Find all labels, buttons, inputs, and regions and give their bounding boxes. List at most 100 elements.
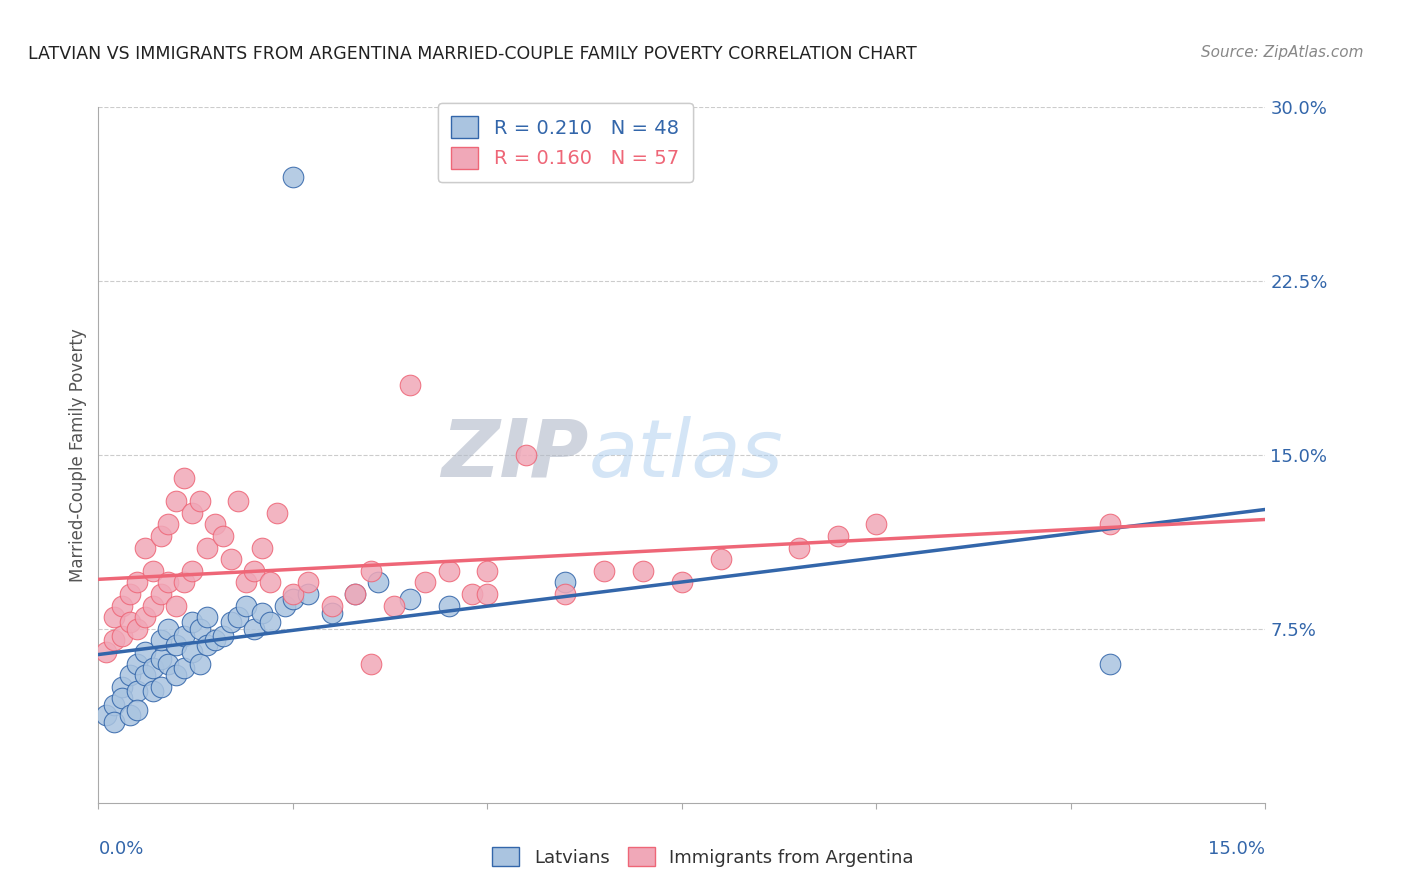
Point [165, 494, 187, 508]
Point [554, 587, 576, 601]
Point [235, 599, 257, 613]
Point [398, 378, 420, 392]
Legend: Latvians, Immigrants from Argentina: Latvians, Immigrants from Argentina [485, 840, 921, 874]
Text: atlas: atlas [589, 416, 783, 494]
Point [188, 494, 211, 508]
Point [180, 564, 202, 578]
Point [281, 591, 304, 606]
Point [103, 633, 125, 648]
Point [149, 587, 172, 601]
Point [204, 633, 226, 648]
Point [142, 661, 165, 675]
Point [118, 668, 141, 682]
Point [127, 703, 149, 717]
Point [188, 657, 211, 671]
Point [165, 668, 187, 682]
Point [344, 587, 367, 601]
Point [477, 564, 499, 578]
Point [165, 638, 187, 652]
Point [195, 610, 218, 624]
Point [266, 506, 288, 520]
Text: 0.0%: 0.0% [98, 840, 143, 858]
Point [103, 698, 125, 713]
Point [173, 629, 195, 643]
Point [1098, 517, 1121, 532]
Point [477, 587, 499, 601]
Point [111, 680, 134, 694]
Point [297, 575, 319, 590]
Point [195, 638, 218, 652]
Point [367, 575, 389, 590]
Point [219, 615, 242, 629]
Point [134, 610, 156, 624]
Point [212, 529, 235, 543]
Point [344, 587, 367, 601]
Point [398, 591, 420, 606]
Point [204, 517, 226, 532]
Point [250, 606, 273, 620]
Legend: R = 0.210   N = 48, R = 0.160   N = 57: R = 0.210 N = 48, R = 0.160 N = 57 [437, 103, 693, 182]
Point [173, 661, 195, 675]
Point [321, 599, 343, 613]
Point [382, 599, 405, 613]
Point [118, 587, 141, 601]
Point [96, 707, 118, 722]
Point [360, 564, 382, 578]
Point [157, 622, 180, 636]
Point [865, 517, 887, 532]
Point [118, 615, 141, 629]
Point [827, 529, 849, 543]
Point [515, 448, 537, 462]
Point [710, 552, 733, 566]
Point [243, 622, 266, 636]
Text: LATVIAN VS IMMIGRANTS FROM ARGENTINA MARRIED-COUPLE FAMILY POVERTY CORRELATION C: LATVIAN VS IMMIGRANTS FROM ARGENTINA MAR… [28, 45, 917, 62]
Point [127, 575, 149, 590]
Point [134, 668, 156, 682]
Point [149, 633, 172, 648]
Point [188, 622, 211, 636]
Point [180, 645, 202, 659]
Point [461, 587, 484, 601]
Point [149, 529, 172, 543]
Point [103, 610, 125, 624]
Point [111, 599, 134, 613]
Point [259, 615, 281, 629]
Point [173, 471, 195, 485]
Point [281, 587, 304, 601]
Point [96, 645, 118, 659]
Point [149, 680, 172, 694]
Point [250, 541, 273, 555]
Point [142, 564, 165, 578]
Point [281, 169, 304, 184]
Point [321, 606, 343, 620]
Point [195, 541, 218, 555]
Text: Source: ZipAtlas.com: Source: ZipAtlas.com [1201, 45, 1364, 60]
Point [360, 657, 382, 671]
Point [274, 599, 297, 613]
Point [228, 494, 250, 508]
Point [259, 575, 281, 590]
Point [413, 575, 436, 590]
Point [671, 575, 693, 590]
Point [180, 615, 202, 629]
Point [787, 541, 810, 555]
Point [103, 714, 125, 729]
Point [173, 575, 195, 590]
Point [437, 564, 460, 578]
Point [1098, 657, 1121, 671]
Point [142, 599, 165, 613]
Point [157, 575, 180, 590]
Point [228, 610, 250, 624]
Point [437, 599, 460, 613]
Point [127, 657, 149, 671]
Point [127, 684, 149, 698]
Point [142, 684, 165, 698]
Point [631, 564, 654, 578]
Point [297, 587, 319, 601]
Point [593, 564, 616, 578]
Y-axis label: Married-Couple Family Poverty: Married-Couple Family Poverty [69, 328, 87, 582]
Text: ZIP: ZIP [441, 416, 589, 494]
Point [180, 506, 202, 520]
Point [134, 645, 156, 659]
Text: 15.0%: 15.0% [1208, 840, 1265, 858]
